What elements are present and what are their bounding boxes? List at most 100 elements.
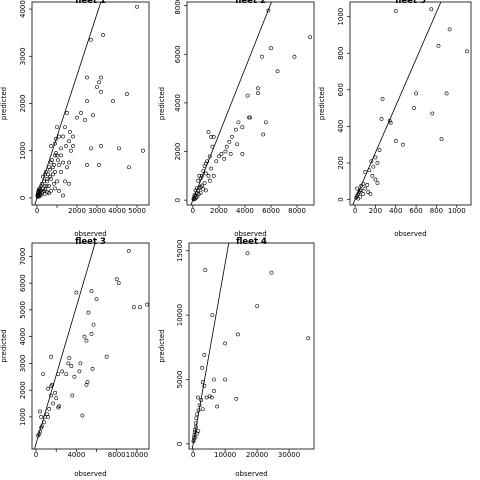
data-point bbox=[49, 393, 54, 398]
data-point bbox=[195, 412, 199, 417]
data-point bbox=[222, 156, 227, 161]
data-point bbox=[114, 277, 119, 282]
data-point bbox=[200, 407, 205, 411]
data-point bbox=[69, 364, 74, 368]
data-point bbox=[54, 396, 59, 401]
data-point bbox=[64, 372, 69, 376]
data-point bbox=[361, 192, 366, 196]
data-point bbox=[39, 425, 43, 430]
panel-title: fleet 1 bbox=[75, 0, 106, 6]
data-point bbox=[209, 135, 213, 139]
y-tick-label: 2000 bbox=[174, 143, 182, 161]
y-tick-label: 2000 bbox=[19, 95, 27, 113]
data-point bbox=[202, 181, 207, 186]
data-point bbox=[196, 395, 200, 400]
data-point bbox=[67, 139, 71, 144]
y-tick-label: 4000 bbox=[19, 0, 27, 18]
data-point bbox=[234, 396, 239, 401]
data-point bbox=[245, 93, 250, 98]
plot-frame bbox=[31, 242, 150, 450]
data-point bbox=[45, 177, 49, 181]
data-point bbox=[56, 158, 60, 163]
data-point bbox=[85, 162, 89, 167]
data-point bbox=[269, 46, 273, 51]
y-tick-label: 3000 bbox=[19, 354, 27, 372]
data-point bbox=[55, 125, 59, 130]
data-point bbox=[49, 177, 53, 181]
data-point bbox=[127, 165, 131, 170]
x-tick-label: 0 bbox=[353, 207, 357, 215]
x-tick-label: 30000 bbox=[278, 451, 300, 459]
data-point bbox=[53, 390, 58, 395]
data-point bbox=[65, 165, 69, 170]
data-point bbox=[67, 181, 71, 186]
data-point bbox=[203, 171, 208, 176]
data-point bbox=[99, 75, 103, 80]
data-point bbox=[69, 148, 73, 153]
data-point bbox=[209, 395, 214, 400]
y-axis-title: predicted bbox=[318, 87, 326, 120]
data-point bbox=[61, 160, 65, 165]
y-tick-label: 0 bbox=[174, 198, 182, 202]
data-point bbox=[85, 75, 89, 80]
x-axis-title: observed bbox=[74, 470, 106, 478]
data-point bbox=[246, 115, 251, 120]
data-point bbox=[203, 268, 208, 272]
data-point bbox=[82, 334, 87, 339]
data-point bbox=[194, 416, 199, 421]
data-point bbox=[199, 398, 204, 402]
data-point bbox=[211, 135, 216, 139]
data-point bbox=[219, 152, 224, 156]
x-tick-label: 2000 bbox=[68, 207, 86, 215]
data-point bbox=[375, 161, 380, 165]
data-point bbox=[230, 135, 234, 139]
data-point bbox=[363, 170, 368, 174]
data-point bbox=[66, 361, 71, 366]
y-tick-label: 800 bbox=[337, 47, 345, 60]
y-tick-label: 4000 bbox=[174, 94, 182, 112]
data-point bbox=[42, 192, 47, 197]
data-point bbox=[53, 170, 57, 174]
data-point bbox=[89, 146, 93, 151]
data-point bbox=[135, 4, 139, 9]
data-point bbox=[38, 193, 43, 198]
data-point bbox=[56, 372, 61, 376]
y-tick-label: 400 bbox=[337, 120, 345, 133]
data-point bbox=[97, 162, 101, 167]
plot-frame bbox=[186, 1, 315, 206]
data-point bbox=[85, 99, 89, 104]
data-point bbox=[40, 181, 44, 186]
data-point bbox=[214, 159, 219, 164]
data-point bbox=[263, 120, 268, 125]
data-point bbox=[210, 313, 215, 318]
data-point bbox=[84, 382, 89, 387]
data-point bbox=[269, 270, 274, 275]
data-point bbox=[379, 117, 384, 121]
data-point bbox=[49, 144, 53, 148]
y-axis-title: predicted bbox=[158, 87, 166, 120]
data-point bbox=[83, 118, 87, 122]
data-point bbox=[359, 188, 364, 193]
data-point bbox=[447, 27, 452, 32]
data-point bbox=[38, 409, 42, 414]
data-point bbox=[45, 190, 50, 195]
data-point bbox=[202, 164, 207, 169]
data-point bbox=[240, 152, 245, 156]
data-point bbox=[59, 146, 63, 151]
data-point bbox=[261, 132, 266, 137]
x-tick-label: 3000 bbox=[88, 207, 106, 215]
y-tick-label: 1000 bbox=[19, 408, 27, 426]
x-axis-title: observed bbox=[74, 230, 106, 238]
data-point bbox=[70, 393, 75, 398]
data-point bbox=[206, 173, 211, 178]
data-point bbox=[57, 188, 61, 193]
plot-area bbox=[190, 2, 312, 205]
x-tick-label: 8000 bbox=[108, 451, 126, 459]
data-point bbox=[197, 403, 202, 408]
data-point bbox=[430, 111, 435, 116]
data-point bbox=[358, 194, 363, 199]
data-point bbox=[48, 167, 52, 172]
data-point bbox=[57, 162, 61, 167]
data-point bbox=[125, 92, 129, 96]
data-point bbox=[86, 310, 91, 315]
